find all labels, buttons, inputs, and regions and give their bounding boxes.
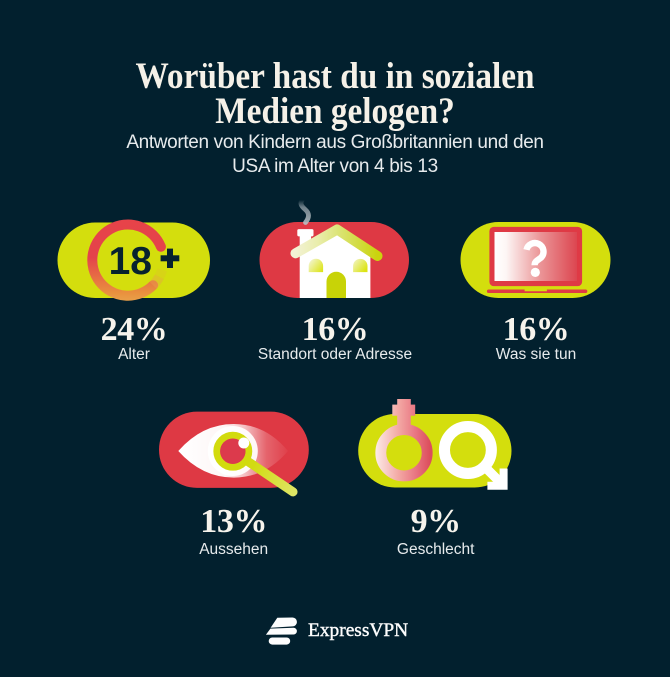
svg-text:18: 18: [109, 240, 152, 283]
